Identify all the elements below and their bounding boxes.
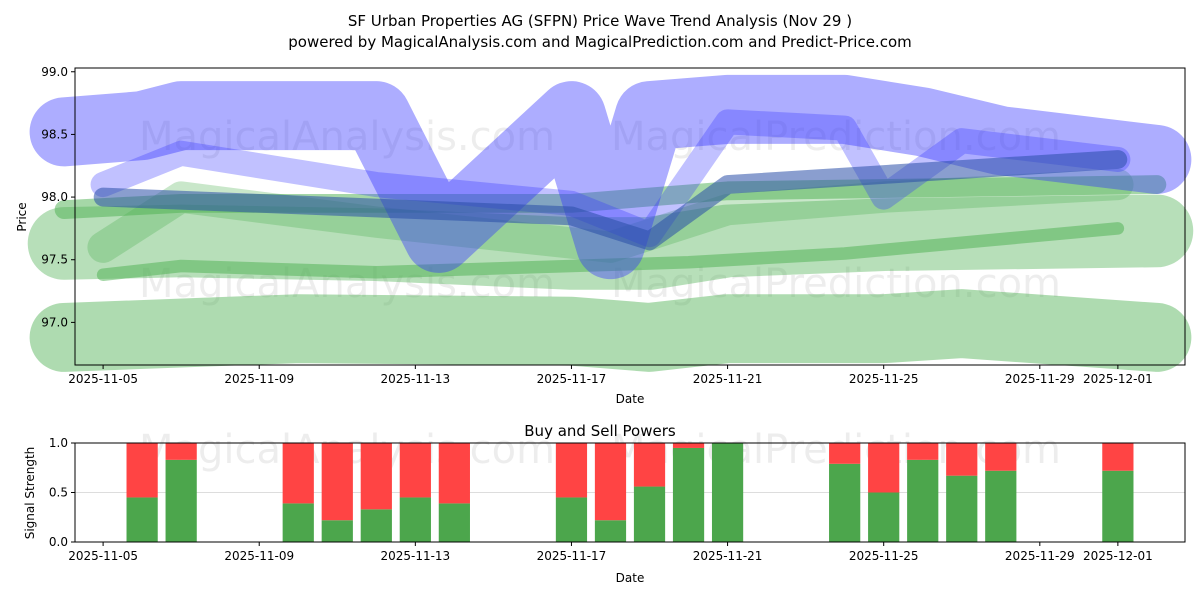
signal-chart-title: Buy and Sell Powers bbox=[524, 422, 676, 440]
chart-subtitle: powered by MagicalAnalysis.com and Magic… bbox=[288, 33, 912, 51]
x-tick-label: 2025-11-09 bbox=[224, 372, 294, 386]
buy-bar bbox=[321, 520, 353, 542]
x-tick-label: 2025-11-21 bbox=[693, 549, 763, 563]
sell-bar bbox=[868, 443, 900, 493]
sell-bar bbox=[672, 443, 705, 448]
sell-bar bbox=[1102, 443, 1134, 471]
x-tick-label: 2025-11-21 bbox=[693, 372, 763, 386]
buy-bar bbox=[399, 497, 431, 542]
buy-bar bbox=[594, 520, 627, 542]
buy-bar bbox=[946, 475, 978, 542]
plot-frame bbox=[74, 67, 1186, 366]
sell-bar bbox=[633, 443, 666, 487]
buy-bar bbox=[985, 470, 1017, 542]
buy-bar bbox=[711, 443, 744, 542]
y-tick-label: 0.5 bbox=[49, 486, 68, 500]
sell-bar bbox=[985, 443, 1017, 471]
buy-bar bbox=[438, 503, 470, 542]
buy-bar bbox=[126, 497, 158, 542]
y-tick-label: 97.5 bbox=[41, 253, 68, 267]
chart-title: SF Urban Properties AG (SFPN) Price Wave… bbox=[348, 12, 852, 30]
buy-bar bbox=[282, 503, 314, 542]
x-tick-label: 2025-11-17 bbox=[537, 372, 607, 386]
watermark: MagicalPrediction.com bbox=[611, 261, 1061, 307]
watermark: MagicalPrediction.com bbox=[611, 114, 1061, 160]
sell-bar bbox=[321, 443, 353, 521]
series-green-line-lower bbox=[96, 222, 1125, 282]
sell-bar bbox=[555, 443, 588, 498]
x-tick-label: 2025-11-13 bbox=[380, 372, 450, 386]
sell-bar bbox=[907, 443, 939, 460]
x-tick-label: 2025-11-09 bbox=[224, 549, 294, 563]
price-chart: MagicalAnalysis.comMagicalAnalysis.comMa… bbox=[15, 65, 1194, 406]
sell-bar bbox=[829, 443, 861, 464]
buy-bar bbox=[829, 463, 861, 542]
y-tick-label: 99.0 bbox=[41, 65, 68, 79]
x-axis-label: Date bbox=[616, 571, 645, 585]
y-tick-label: 97.0 bbox=[41, 315, 68, 329]
sell-bar bbox=[282, 443, 314, 504]
x-tick-label: 2025-11-05 bbox=[68, 372, 138, 386]
series-blue-band-main bbox=[29, 74, 1192, 280]
x-tick-label: 2025-11-29 bbox=[1005, 372, 1075, 386]
series-green-band-low bbox=[29, 289, 1192, 372]
watermark: MagicalAnalysis.com bbox=[139, 114, 555, 160]
x-tick-label: 2025-11-25 bbox=[849, 549, 919, 563]
sell-bar bbox=[594, 443, 627, 521]
x-tick-label: 2025-11-05 bbox=[68, 549, 138, 563]
buy-bar bbox=[633, 486, 666, 542]
plot-area bbox=[75, 68, 1185, 365]
x-axis-label: Date bbox=[616, 392, 645, 406]
y-axis-label: Price bbox=[15, 202, 29, 231]
x-tick-label: 2025-12-01 bbox=[1083, 549, 1153, 563]
x-tick-label: 2025-12-01 bbox=[1083, 372, 1153, 386]
x-tick-label: 2025-11-17 bbox=[537, 549, 607, 563]
series-blue-line-trend bbox=[93, 150, 1128, 251]
sell-bar bbox=[126, 443, 158, 498]
x-tick-label: 2025-11-13 bbox=[380, 549, 450, 563]
buy-bar bbox=[165, 459, 197, 542]
x-tick-label: 2025-11-29 bbox=[1005, 549, 1075, 563]
y-axis-label: Signal Strength bbox=[23, 447, 37, 540]
sell-bar bbox=[165, 443, 197, 460]
buy-bar bbox=[672, 447, 705, 542]
signal-chart: MagicalAnalysis.comMagicalPrediction.com… bbox=[23, 427, 1186, 585]
y-tick-label: 1.0 bbox=[49, 436, 68, 450]
y-tick-label: 98.5 bbox=[41, 127, 68, 141]
buy-bar bbox=[1102, 470, 1134, 542]
sell-bar bbox=[438, 443, 470, 504]
sell-bar bbox=[399, 443, 431, 498]
series-green-band-mid bbox=[27, 194, 1194, 290]
x-tick-label: 2025-11-25 bbox=[849, 372, 919, 386]
buy-bar bbox=[868, 492, 900, 542]
y-tick-label: 98.0 bbox=[41, 190, 68, 204]
buy-bar bbox=[360, 509, 392, 542]
y-tick-label: 0.0 bbox=[49, 535, 68, 549]
sell-bar bbox=[946, 443, 978, 476]
buy-bar bbox=[555, 497, 588, 542]
buy-bar bbox=[907, 459, 939, 542]
sell-bar bbox=[360, 443, 392, 510]
